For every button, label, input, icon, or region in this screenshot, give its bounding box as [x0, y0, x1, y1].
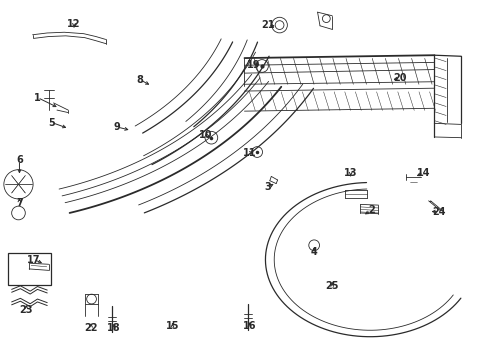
Text: 13: 13: [343, 168, 357, 178]
Text: 16: 16: [242, 321, 256, 331]
Text: 6: 6: [16, 155, 23, 165]
Text: 9: 9: [113, 122, 120, 132]
Text: 8: 8: [136, 75, 143, 85]
Text: 7: 7: [16, 198, 23, 208]
Text: 24: 24: [432, 207, 445, 217]
Text: 18: 18: [107, 323, 121, 333]
Text: 3: 3: [264, 182, 271, 192]
Text: 20: 20: [393, 73, 407, 83]
Text: 2: 2: [367, 206, 374, 216]
Text: 12: 12: [67, 19, 81, 29]
Text: 21: 21: [261, 20, 274, 30]
Text: 1: 1: [34, 93, 41, 103]
Text: 22: 22: [84, 323, 98, 333]
Text: 25: 25: [325, 281, 338, 291]
Text: 15: 15: [165, 321, 179, 331]
Text: 23: 23: [20, 305, 33, 315]
Text: 5: 5: [49, 118, 55, 128]
Text: 4: 4: [310, 247, 317, 257]
Text: 17: 17: [27, 255, 41, 265]
Text: 14: 14: [416, 168, 429, 178]
Text: 11: 11: [242, 148, 256, 158]
Text: 19: 19: [246, 59, 260, 69]
Bar: [8, 253, 51, 285]
Text: 10: 10: [199, 130, 212, 140]
